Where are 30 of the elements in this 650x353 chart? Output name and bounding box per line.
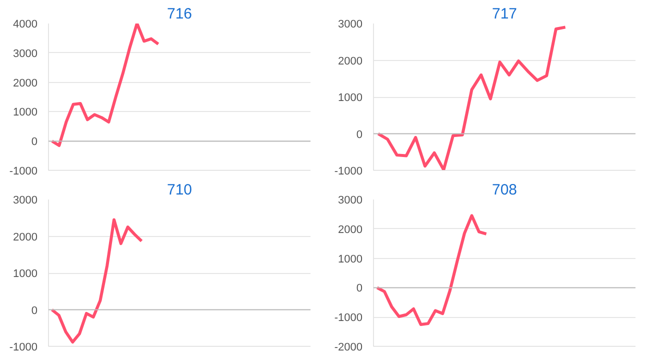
y-tick-label: 0 [31,136,38,148]
y-tick-label: 1000 [13,106,38,119]
y-tick-label: 1000 [338,92,363,104]
y-tick-label: 3000 [338,194,363,206]
y-tick-label: 1000 [338,253,363,266]
y-tick-label: 0 [31,304,38,317]
y-tick-label: 2000 [13,77,38,90]
y-tick-label: -1000 [334,312,363,324]
y-tick-label: 3000 [13,194,38,206]
y-tick-label: 0 [356,282,363,295]
y-tick-label: -2000 [334,342,363,353]
line-series [376,26,567,170]
y-tick-label: 4000 [13,18,38,30]
chart-title: 710 [166,182,192,198]
line-series [376,214,488,326]
y-tick-label: 2000 [13,231,38,244]
y-tick-label: 0 [356,128,363,141]
line-series [50,218,144,344]
y-tick-label: 2000 [338,224,363,236]
chart-title: 716 [166,6,192,22]
y-tick-label: 3000 [338,18,363,30]
y-tick-label: 2000 [338,55,363,68]
chart-title: 717 [492,6,518,22]
y-tick-label: 1000 [13,268,38,280]
y-tick-label: -1000 [9,166,38,178]
chart-title: 708 [492,182,518,198]
line-series [50,24,160,148]
y-tick-label: -1000 [334,166,363,178]
y-tick-label: 3000 [13,48,38,60]
y-tick-label: -1000 [9,342,38,353]
